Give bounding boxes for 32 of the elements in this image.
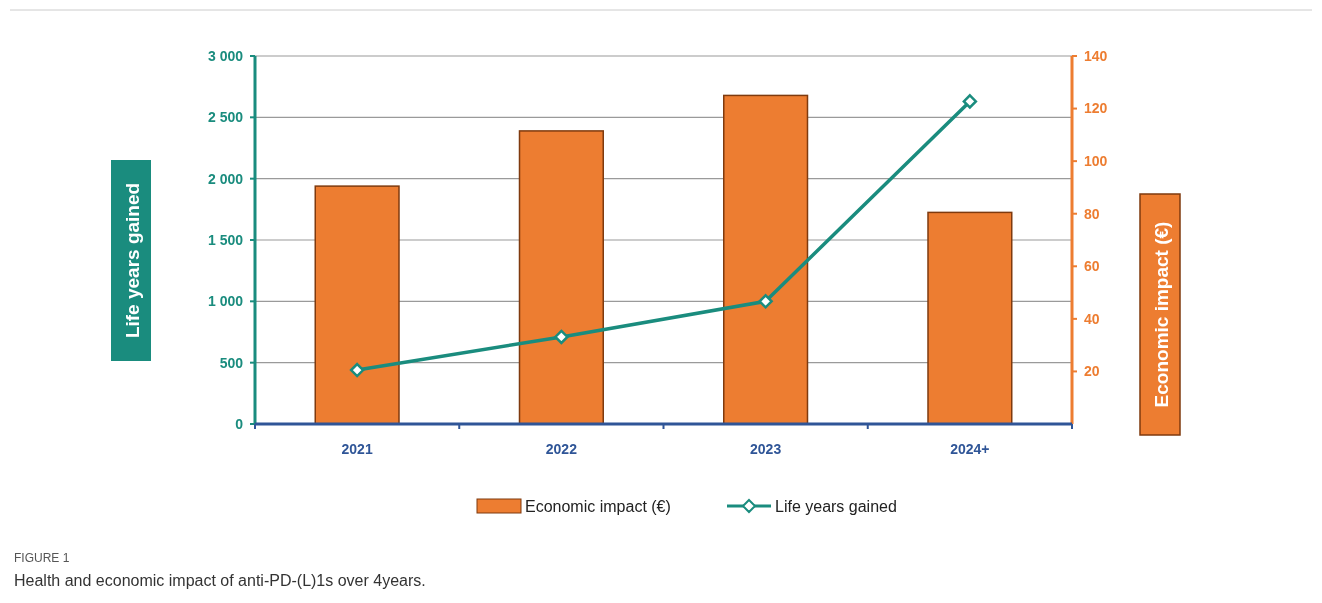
bar xyxy=(723,94,809,425)
bar xyxy=(927,211,1013,425)
point xyxy=(349,362,365,378)
x-tick-label: 2024+ xyxy=(950,441,990,457)
x-tick-label: 2021 xyxy=(341,441,373,457)
text: FIGURE 1 xyxy=(14,551,70,565)
y-tick-label: 1 500 xyxy=(207,231,244,248)
bar xyxy=(314,185,400,425)
point xyxy=(758,294,773,309)
y-axis-title: Life years gained xyxy=(122,182,143,339)
x-tick-label: 2023 xyxy=(750,441,782,457)
x-tick-label: 2022 xyxy=(545,441,578,457)
y-tick-label: 2 500 xyxy=(207,109,244,126)
legend-label: Economic impact (€) xyxy=(525,497,671,515)
bar xyxy=(518,130,604,425)
point xyxy=(554,329,569,345)
y-tick-label: 500 xyxy=(219,354,244,371)
y2-tick-label: 120 xyxy=(1084,100,1108,117)
y2-tick-label: 80 xyxy=(1084,205,1100,222)
y-tick-label: 3 000 xyxy=(207,47,244,64)
y-tick-label: 0 xyxy=(235,415,244,432)
y2-axis-title: Economic impact (€) xyxy=(1151,221,1172,408)
point xyxy=(962,94,978,109)
y2-tick-label: 100 xyxy=(1084,153,1108,170)
y2-tick-label: 40 xyxy=(1084,310,1100,327)
text: Health and economic impact of anti-PD-(L)1s over 4years. xyxy=(14,572,426,589)
y-tick-label: 2 000 xyxy=(207,170,244,187)
y2-tick-label: 20 xyxy=(1084,363,1100,380)
y2-tick-label: 140 xyxy=(1084,47,1108,64)
y2-tick-label: 60 xyxy=(1084,258,1100,275)
legend-label: Life years gained xyxy=(775,497,897,515)
y-tick-label: 1 000 xyxy=(207,293,244,310)
